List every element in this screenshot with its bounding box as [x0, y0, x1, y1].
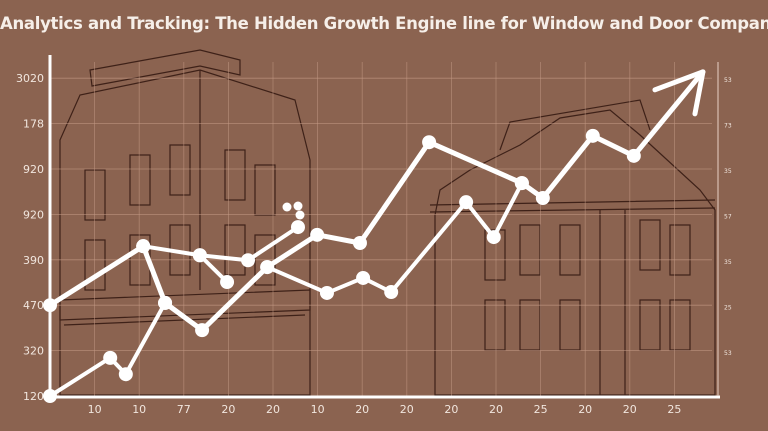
x-tick-label: 25 [534, 403, 548, 416]
y-tick-label: 920 [23, 208, 44, 221]
data-point [626, 148, 641, 163]
data-point [310, 227, 325, 242]
window [669, 224, 691, 276]
data-point [514, 176, 529, 191]
data-point [422, 135, 437, 150]
data-point [195, 323, 210, 338]
data-point [282, 202, 292, 212]
window [519, 224, 541, 276]
data-point [260, 260, 275, 275]
x-tick-label: 20 [578, 403, 592, 416]
window [224, 224, 246, 276]
building-illustration [59, 49, 716, 396]
data-point [103, 350, 118, 365]
axes [48, 55, 720, 399]
data-point [535, 191, 550, 206]
x-tick-label: 20 [444, 403, 458, 416]
x-tick-label: 77 [177, 403, 191, 416]
y-tick-label: 120 [23, 390, 44, 403]
window [559, 224, 581, 276]
y-tick-label: 920 [23, 163, 44, 176]
window [484, 299, 506, 351]
data-point [293, 201, 303, 211]
data-point [459, 195, 474, 210]
x-tick-label: 20 [623, 403, 637, 416]
data-point [136, 239, 151, 254]
data-point [295, 210, 305, 220]
y-tick-label: 390 [23, 254, 44, 267]
right-tick-label: 53 [724, 350, 732, 357]
x-tick-label: 20 [221, 403, 235, 416]
x-tick-label: 20 [266, 403, 280, 416]
x-tick-label: 10 [88, 403, 102, 416]
series-group [43, 69, 706, 403]
x-tick-label: 10 [311, 403, 325, 416]
right-tick-label: 73 [724, 123, 732, 130]
data-point [192, 248, 207, 263]
window [639, 219, 661, 271]
series-line [265, 181, 524, 295]
data-point [356, 270, 371, 285]
data-point [118, 367, 133, 382]
y-tick-label: 320 [23, 345, 44, 358]
chart-title: Analytics and Tracking: The Hidden Growt… [0, 14, 768, 33]
window [484, 229, 506, 281]
data-point [158, 295, 173, 310]
right-tick-label: 35 [724, 168, 732, 175]
data-point [220, 275, 235, 290]
right-tick-label: 25 [724, 305, 732, 312]
window [519, 299, 541, 351]
window [639, 299, 661, 351]
y-tick-label: 178 [23, 118, 44, 131]
data-point [384, 285, 399, 300]
right-tick-label: 35 [724, 259, 732, 266]
window [224, 149, 246, 201]
series-line [48, 300, 168, 398]
data-point [319, 285, 334, 300]
data-point [43, 298, 57, 313]
data-point [352, 236, 367, 251]
y-tick-label: 470 [23, 299, 44, 312]
right-tick-label: 57 [724, 214, 732, 221]
x-tick-label: 20 [355, 403, 369, 416]
window [129, 154, 151, 206]
data-point [43, 389, 57, 403]
window [669, 299, 691, 351]
data-point [241, 253, 256, 268]
data-point [486, 230, 501, 245]
x-tick-label: 20 [400, 403, 414, 416]
data-point [585, 128, 600, 143]
window [169, 144, 191, 196]
window [254, 164, 276, 216]
x-tick-label: 20 [489, 403, 503, 416]
x-tick-label: 10 [132, 403, 146, 416]
window [559, 299, 581, 351]
trend-arrow-head [652, 69, 706, 117]
series-line [141, 225, 300, 263]
right-tick-label: 53 [724, 77, 732, 84]
data-point [290, 220, 305, 235]
x-tick-label: 25 [667, 403, 681, 416]
y-tick-label: 3020 [16, 72, 44, 85]
